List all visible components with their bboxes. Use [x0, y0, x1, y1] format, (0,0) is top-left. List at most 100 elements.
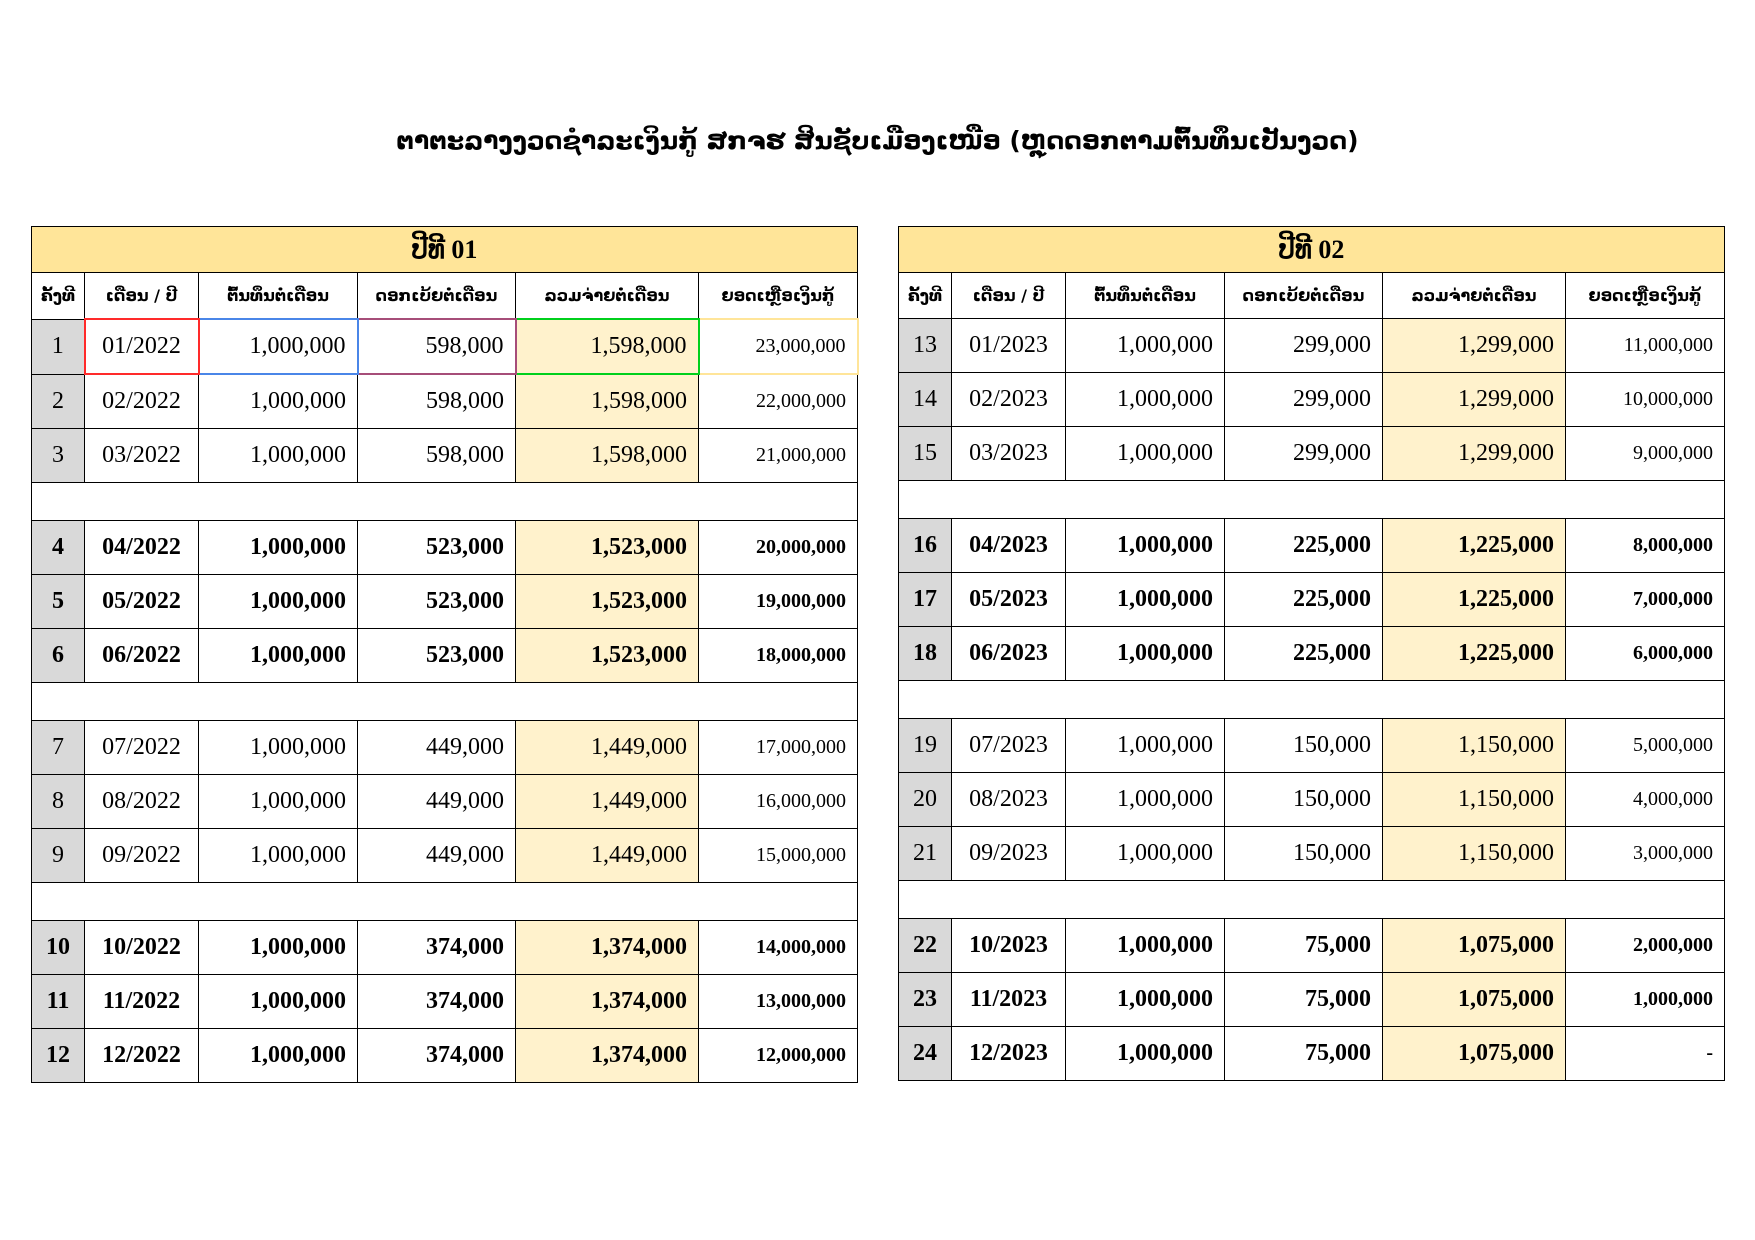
installment-cell: 12: [31, 1028, 85, 1083]
col-header-balance: ຍອດເຫຼືອເງິນກູ້: [697, 272, 859, 320]
interest-cell: 225,000: [1224, 572, 1383, 627]
balance-cell: 23,000,000: [697, 318, 859, 375]
year-header-row: ປີທີ 01: [30, 226, 859, 273]
payment-cell: 1,374,000: [515, 920, 699, 975]
balance-cell: 4,000,000: [1564, 772, 1726, 827]
spacer-cell: [30, 482, 859, 521]
installment-cell: 1: [31, 318, 85, 375]
interest-cell: 299,000: [1224, 318, 1383, 373]
principal-cell: 1,000,000: [198, 774, 358, 829]
balance-cell: 11,000,000: [1564, 318, 1726, 373]
month-cell: 10/2022: [84, 920, 199, 975]
interest-cell: 598,000: [357, 373, 516, 429]
table-row: 13 01/2023 1,000,000 299,000 1,299,000 11,000…: [898, 318, 1726, 373]
balance-cell: 18,000,000: [697, 628, 859, 683]
col-header-installment: ຄັ້ງທີ: [31, 272, 85, 320]
table-row: 8 08/2022 1,000,000 449,000 1,449,000 16,000,…: [31, 774, 859, 829]
month-cell: 05/2022: [84, 574, 199, 629]
payment-cell: 1,374,000: [515, 1028, 699, 1083]
interest-cell: 598,000: [356, 318, 517, 375]
payment-cell: 1,150,000: [1382, 718, 1566, 773]
month-cell: 08/2022: [84, 774, 199, 829]
interest-cell: 150,000: [1224, 718, 1383, 773]
month-cell: 06/2023: [951, 626, 1066, 681]
balance-cell: 10,000,000: [1564, 372, 1726, 427]
principal-cell: 1,000,000: [1065, 318, 1225, 373]
principal-cell: 1,000,000: [1065, 972, 1225, 1027]
column-header-row: ຄັ້ງທີ ເດືອນ / ປີ ຕົ້ນທຶນຕໍ່ເດືອນ ດອກເບ້…: [898, 272, 1726, 319]
month-cell: 09/2023: [951, 826, 1066, 881]
interest-cell: 225,000: [1224, 626, 1383, 681]
spacer-cell: [30, 682, 859, 721]
installment-cell: 5: [31, 574, 85, 629]
payment-cell: 1,523,000: [515, 628, 699, 683]
installment-cell: 8: [31, 774, 85, 829]
table-row: 16 04/2023 1,000,000 225,000 1,225,000 8,000,…: [898, 518, 1726, 573]
table-row: 24 12/2023 1,000,000 75,000 1,075,000-: [898, 1026, 1726, 1081]
table-row: 15 03/2023 1,000,000 299,000 1,299,000 9,000,…: [898, 426, 1726, 481]
principal-cell: 1,000,000: [198, 828, 358, 883]
col-header-principal: ຕົ້ນທຶນຕໍ່ເດືອນ: [1065, 272, 1225, 319]
year-header: ປີທີ 02: [897, 226, 1726, 273]
month-cell: 10/2023: [951, 918, 1066, 973]
spacer-row: [30, 482, 859, 521]
principal-cell: 1,000,000: [198, 520, 358, 575]
month-cell: 12/2023: [951, 1026, 1066, 1081]
col-header-payment: ລວມຈ່າຍຕໍ່ເດືອນ: [515, 272, 699, 320]
interest-cell: 150,000: [1224, 772, 1383, 827]
principal-cell: 1,000,000: [1065, 918, 1225, 973]
interest-cell: 598,000: [357, 428, 516, 483]
month-cell: 01/2022: [83, 318, 200, 375]
principal-cell: 1,000,000: [1065, 518, 1225, 573]
month-cell: 03/2022: [84, 428, 199, 483]
installment-cell: 22: [898, 918, 952, 973]
installment-cell: 20: [898, 772, 952, 827]
payment-cell: 1,374,000: [515, 974, 699, 1029]
table-row: 23 11/2023 1,000,000 75,000 1,075,000 1,000,0…: [898, 972, 1726, 1027]
installment-cell: 15: [898, 426, 952, 481]
payment-cell: 1,299,000: [1382, 372, 1566, 427]
payment-cell: 1,449,000: [515, 828, 699, 883]
table-row: 3 03/2022 1,000,000 598,000 1,598,000 21,000,…: [31, 428, 859, 483]
table-row: 9 09/2022 1,000,000 449,000 1,449,000 15,000,…: [31, 828, 859, 883]
table-row: 17 05/2023 1,000,000 225,000 1,225,000 7,000,…: [898, 572, 1726, 627]
interest-cell: 299,000: [1224, 372, 1383, 427]
principal-cell: 1,000,000: [198, 720, 358, 775]
installment-cell: 6: [31, 628, 85, 683]
spacer-row: [897, 880, 1726, 919]
installment-cell: 3: [31, 428, 85, 483]
table-row: 14 02/2023 1,000,000 299,000 1,299,000 10,000…: [898, 372, 1726, 427]
spacer-cell: [897, 880, 1726, 919]
col-header-payment: ລວມຈ່າຍຕໍ່ເດືອນ: [1382, 272, 1566, 319]
month-cell: 06/2022: [84, 628, 199, 683]
payment-cell: 1,299,000: [1382, 426, 1566, 481]
column-header-row: ຄັ້ງທີ ເດືອນ / ປີ ຕົ້ນທຶນຕໍ່ເດືອນ ດອກເບ້…: [31, 272, 859, 320]
balance-cell: 19,000,000: [697, 574, 859, 629]
principal-cell: 1,000,000: [198, 428, 358, 483]
table-row: 5 05/2022 1,000,000 523,000 1,523,000 19,000,…: [31, 574, 859, 629]
payment-cell: 1,225,000: [1382, 626, 1566, 681]
table-row: 1 01/2022 1,000,000 598,000 1,598,000 23,000,…: [31, 318, 859, 375]
table-row: 6 06/2022 1,000,000 523,000 1,523,000 18,000,…: [31, 628, 859, 683]
interest-cell: 523,000: [357, 520, 516, 575]
principal-cell: 1,000,000: [197, 318, 359, 375]
balance-cell: 2,000,000: [1564, 918, 1726, 973]
principal-cell: 1,000,000: [1065, 626, 1225, 681]
payment-cell: 1,075,000: [1382, 918, 1566, 973]
interest-cell: 374,000: [357, 920, 516, 975]
year-header: ປີທີ 01: [30, 226, 859, 273]
month-cell: 09/2022: [84, 828, 199, 883]
installment-cell: 10: [31, 920, 85, 975]
table-row: 4 04/2022 1,000,000 523,000 1,523,000 20,000,…: [31, 520, 859, 575]
interest-cell: 75,000: [1224, 918, 1383, 973]
schedule-table-year-2: ປີທີ 02 ຄັ້ງທີ ເດືອນ / ປີ ຕົ້ນທຶນຕໍ່ເດືອ…: [897, 226, 1726, 1081]
balance-cell: 21,000,000: [697, 428, 859, 483]
balance-cell: 13,000,000: [697, 974, 859, 1029]
principal-cell: 1,000,000: [198, 373, 358, 429]
month-cell: 11/2022: [84, 974, 199, 1029]
interest-cell: 449,000: [357, 720, 516, 775]
interest-cell: 374,000: [357, 1028, 516, 1083]
interest-cell: 523,000: [357, 628, 516, 683]
principal-cell: 1,000,000: [1065, 1026, 1225, 1081]
spacer-cell: [30, 882, 859, 921]
